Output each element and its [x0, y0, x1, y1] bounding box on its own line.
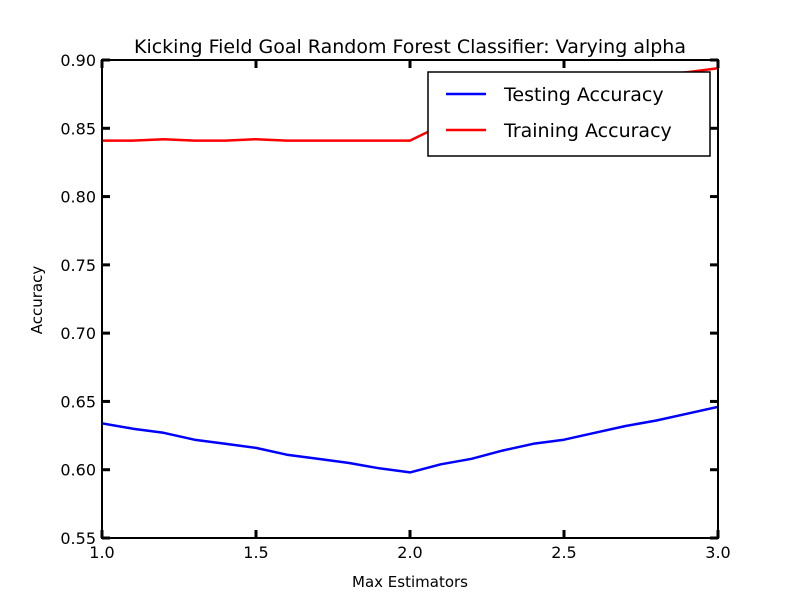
plot-area: 1.0 1.5 2.0 2.5 3.0 0.55 0.60 0.65 0.70 0.75 0.80 0…: [60, 51, 730, 562]
y-tick-label: 0.80: [60, 188, 96, 207]
x-tick-label: 2.0: [397, 543, 422, 562]
chart-title: Kicking Field Goal Random Forest Classif…: [134, 36, 686, 58]
y-tick-label: 0.60: [60, 461, 96, 480]
legend: Testing Accuracy Training Accuracy: [427, 71, 711, 157]
x-tick-label: 3.0: [705, 543, 730, 562]
x-tick-label: 2.5: [551, 543, 576, 562]
legend-label: Training Accuracy: [503, 120, 672, 142]
legend-label: Testing Accuracy: [503, 84, 664, 106]
y-tick-label: 0.85: [60, 119, 96, 138]
series-line-testing-accuracy: [102, 405, 718, 474]
x-tick-label: 1.0: [89, 543, 114, 562]
y-tick-label: 0.55: [60, 529, 96, 548]
x-axis-label: Max Estimators: [352, 573, 468, 591]
x-tick-label: 1.5: [243, 543, 268, 562]
legend-box: [427, 71, 711, 157]
y-tick-label: 0.70: [60, 324, 96, 343]
y-tick-label: 0.65: [60, 392, 96, 411]
y-tick-label: 0.75: [60, 256, 96, 275]
y-tick-label: 0.90: [60, 51, 96, 70]
y-axis-label: Accuracy: [28, 266, 46, 335]
